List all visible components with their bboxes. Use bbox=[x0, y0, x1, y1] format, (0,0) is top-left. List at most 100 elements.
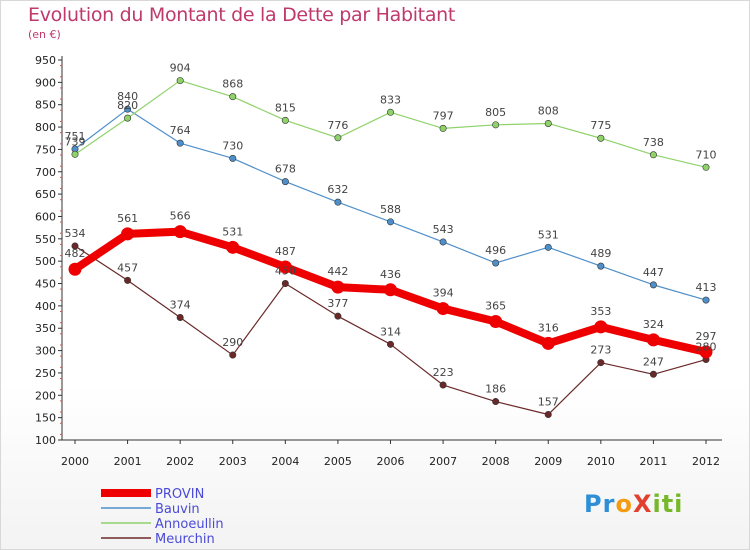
data-point bbox=[176, 139, 184, 147]
data-label: 223 bbox=[433, 366, 454, 379]
data-point bbox=[597, 134, 605, 142]
y-tick-label: 350 bbox=[35, 322, 56, 335]
chart-subtitle: (en €) bbox=[28, 28, 61, 41]
data-label: 820 bbox=[117, 99, 138, 112]
data-label: 442 bbox=[327, 265, 348, 278]
data-point bbox=[702, 163, 710, 171]
data-label: 489 bbox=[590, 247, 611, 260]
data-label: 868 bbox=[222, 78, 243, 91]
x-tick-label: 2006 bbox=[377, 455, 405, 468]
data-label: 290 bbox=[222, 336, 243, 349]
data-point bbox=[176, 314, 184, 322]
data-label: 280 bbox=[696, 341, 717, 354]
legend-label-provin: PROVIN bbox=[155, 487, 204, 502]
proxiti-logo: ProXiti bbox=[584, 490, 683, 518]
data-point bbox=[597, 359, 605, 367]
data-point bbox=[68, 262, 82, 276]
data-label: 436 bbox=[380, 268, 401, 281]
data-point bbox=[439, 381, 447, 389]
data-point bbox=[386, 108, 394, 116]
x-tick-label: 2007 bbox=[429, 455, 457, 468]
data-point bbox=[229, 93, 237, 101]
data-label: 531 bbox=[222, 225, 243, 238]
data-label: 394 bbox=[433, 287, 454, 300]
x-tick-label: 2000 bbox=[61, 455, 89, 468]
data-label: 447 bbox=[643, 266, 664, 279]
y-tick-label: 200 bbox=[35, 389, 56, 402]
y-tick-label: 850 bbox=[35, 99, 56, 112]
x-tick-label: 2003 bbox=[219, 455, 247, 468]
data-label: 450 bbox=[275, 265, 296, 278]
data-label: 273 bbox=[590, 344, 611, 357]
data-point bbox=[439, 124, 447, 132]
y-tick-label: 600 bbox=[35, 210, 56, 223]
data-point bbox=[489, 315, 503, 329]
data-label: 324 bbox=[643, 318, 664, 331]
x-tick-label: 2010 bbox=[587, 455, 615, 468]
data-label: 247 bbox=[643, 355, 664, 368]
data-label: 534 bbox=[65, 227, 86, 240]
logo-letter: P bbox=[584, 490, 603, 518]
data-label: 738 bbox=[643, 136, 664, 149]
data-point bbox=[334, 312, 342, 320]
data-point bbox=[646, 333, 660, 347]
data-point bbox=[176, 77, 184, 85]
data-label: 561 bbox=[117, 212, 138, 225]
data-point bbox=[384, 283, 397, 297]
data-label: 457 bbox=[117, 261, 138, 274]
data-label: 487 bbox=[275, 245, 296, 258]
data-point bbox=[71, 242, 79, 250]
data-point bbox=[334, 198, 342, 206]
data-label: 776 bbox=[327, 119, 348, 132]
data-point bbox=[436, 302, 450, 316]
data-point bbox=[124, 105, 132, 113]
data-label: 775 bbox=[590, 119, 611, 132]
data-point bbox=[649, 370, 657, 378]
data-label: 566 bbox=[170, 210, 191, 223]
y-tick-label: 950 bbox=[35, 54, 56, 67]
data-point bbox=[544, 119, 552, 127]
data-label: 297 bbox=[696, 330, 717, 343]
data-label: 840 bbox=[117, 90, 138, 103]
data-point bbox=[492, 398, 500, 406]
y-tick-label: 500 bbox=[35, 255, 56, 268]
data-point bbox=[229, 154, 237, 162]
legend-label-annoeullin: Annoeullin bbox=[155, 517, 224, 532]
data-point bbox=[226, 240, 240, 254]
data-label: 764 bbox=[170, 124, 191, 137]
legend-label-meurchin: Meurchin bbox=[155, 532, 215, 547]
y-tick-label: 400 bbox=[35, 300, 56, 313]
data-label: 365 bbox=[485, 300, 506, 313]
series-layer bbox=[68, 77, 713, 419]
data-point bbox=[699, 345, 713, 359]
data-point bbox=[334, 134, 342, 142]
legend-label-bauvin: Bauvin bbox=[155, 502, 200, 517]
data-point bbox=[492, 259, 500, 267]
y-tick-label: 750 bbox=[35, 143, 56, 156]
y-tick-label: 800 bbox=[35, 121, 56, 134]
y-tick-label: 300 bbox=[35, 345, 56, 358]
x-tick-label: 2011 bbox=[639, 455, 667, 468]
y-tick-label: 550 bbox=[35, 233, 56, 246]
y-tick-label: 250 bbox=[35, 367, 56, 380]
data-label: 374 bbox=[170, 299, 191, 312]
logo-letter: i bbox=[674, 490, 684, 518]
data-point bbox=[71, 150, 79, 158]
x-tick-label: 2001 bbox=[114, 455, 142, 468]
data-point bbox=[281, 116, 289, 124]
data-point bbox=[124, 114, 132, 122]
data-label: 314 bbox=[380, 325, 401, 338]
data-point bbox=[386, 340, 394, 348]
y-tick-label: 100 bbox=[35, 434, 56, 447]
data-label: 632 bbox=[327, 183, 348, 196]
data-label: 710 bbox=[696, 148, 717, 161]
data-label: 543 bbox=[433, 223, 454, 236]
data-point bbox=[278, 260, 292, 274]
data-point bbox=[281, 280, 289, 288]
chart-title: Evolution du Montant de la Dette par Hab… bbox=[28, 4, 456, 26]
data-label: 186 bbox=[485, 383, 506, 396]
data-label: 805 bbox=[485, 106, 506, 119]
y-tick-label: 900 bbox=[35, 76, 56, 89]
data-point bbox=[649, 151, 657, 159]
